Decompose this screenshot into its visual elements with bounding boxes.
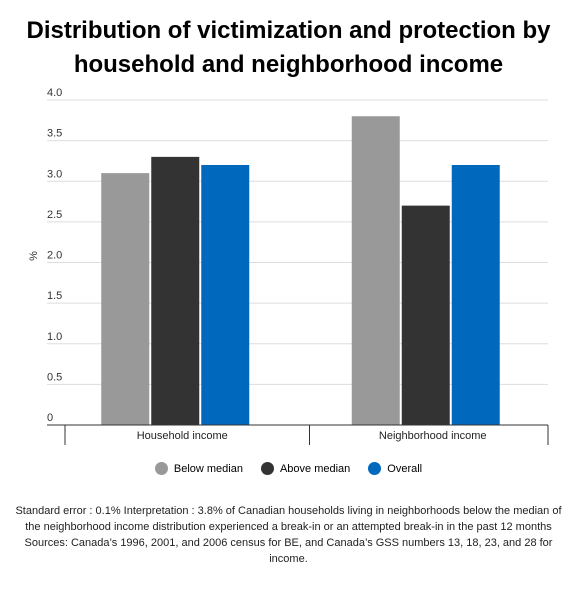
bar-above-median-household [151, 156, 200, 425]
bar-chart: 0 0.5 1.0 1.5 2.0 2.5 3.0 3.5 4.0 % Household in… [28, 87, 549, 445]
legend-item: Below median [154, 462, 243, 475]
legend-item: Above median [260, 462, 351, 475]
sources-note: Sources: Canada’s 1996, 2001, and 2006 c… [24, 537, 553, 565]
bar-above-median-neighborhood [401, 205, 450, 425]
y-tick-label: 1.5 [47, 290, 62, 302]
legend-swatch [260, 462, 274, 475]
y-tick-label: 1.0 [47, 331, 62, 343]
y-tick-label: 4.0 [47, 87, 62, 99]
x-tick-label: Household income [137, 430, 228, 442]
chart-title: Distribution of victimization and protec… [26, 17, 551, 78]
y-axis-label: % [28, 251, 40, 261]
interpretation-note: Standard error : 0.1% Interpretation : 3… [15, 505, 562, 533]
legend-label: Above median [279, 462, 351, 475]
chart-notes: Standard error : 0.1% Interpretation : 3… [12, 503, 565, 567]
legend-label: Overall [387, 462, 423, 475]
y-tick-label: 3.5 [47, 128, 62, 140]
x-axis: Household income Neighborhood income [47, 424, 549, 445]
bar-below-median-household [101, 173, 150, 425]
y-tick-label: 0 [47, 412, 53, 424]
y-tick-label: 3.0 [47, 168, 62, 180]
y-tick-label: 2.0 [47, 250, 62, 262]
bar-below-median-neighborhood [351, 116, 400, 425]
legend-swatch [368, 462, 382, 475]
legend-swatch [154, 462, 168, 475]
legend: Below median Above median Overall [0, 462, 577, 475]
bar-overall-household [201, 165, 250, 425]
y-tick-label: 2.5 [47, 209, 62, 221]
bars [101, 116, 500, 425]
x-tick-label: Neighborhood income [379, 430, 487, 442]
bar-overall-neighborhood [451, 165, 500, 425]
y-tick-label: 0.5 [47, 371, 62, 383]
y-axis-ticks: 0 0.5 1.0 1.5 2.0 2.5 3.0 3.5 4.0 [47, 87, 62, 424]
legend-item: Overall [368, 462, 422, 475]
legend-label: Below median [173, 462, 243, 475]
